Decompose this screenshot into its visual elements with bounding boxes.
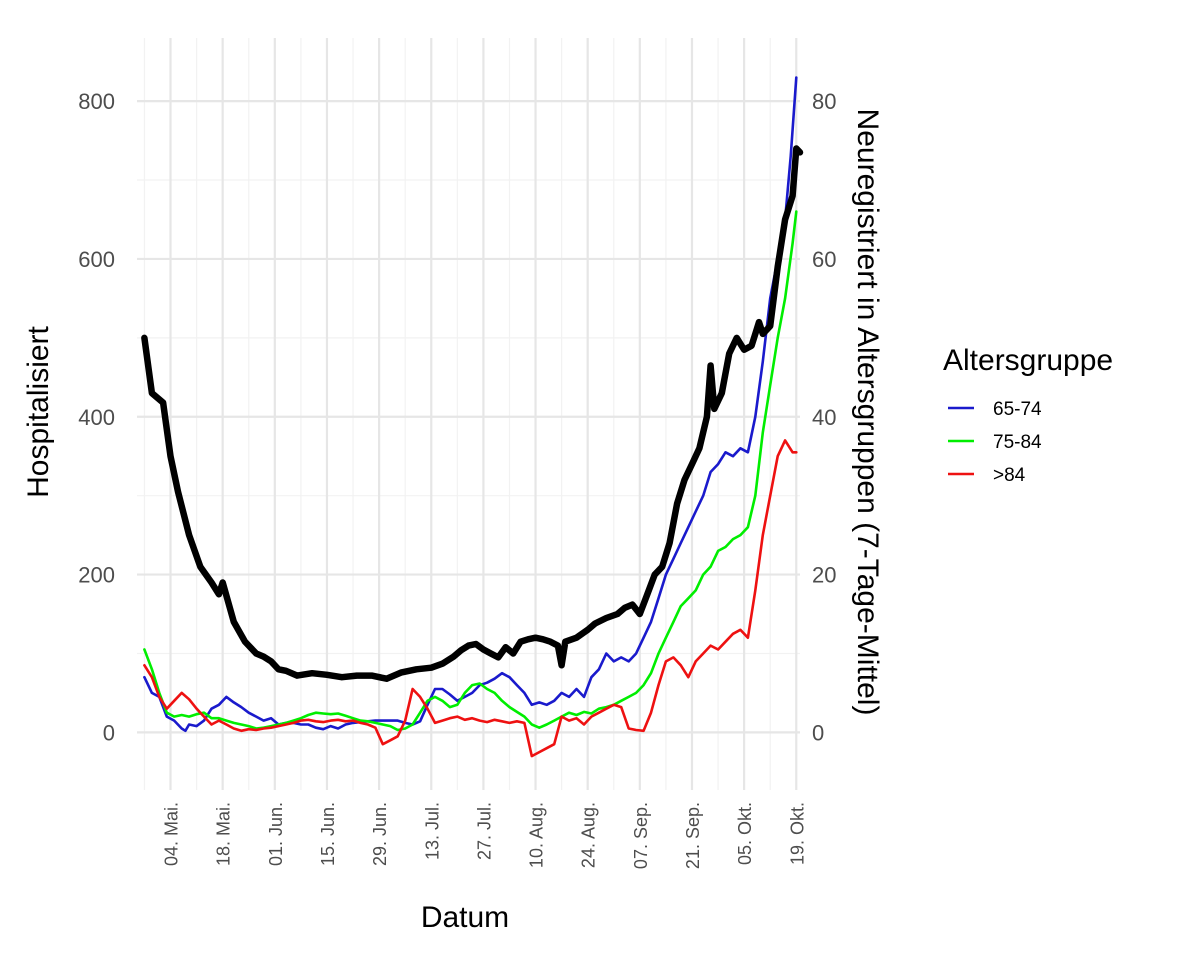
legend-label: 75-84 (993, 432, 1042, 453)
x-tick-label: 29. Jun. (370, 802, 390, 866)
right-y-tick-label: 0 (812, 720, 824, 745)
right-y-tick-label: 60 (812, 247, 836, 272)
left-y-tick-label: 600 (78, 247, 115, 272)
left-y-tick-label: 800 (78, 89, 115, 114)
x-tick-label: 24. Aug. (579, 802, 599, 868)
x-tick-label: 13. Jul. (422, 802, 442, 860)
x-tick-label: 04. Mai. (162, 802, 182, 866)
right-y-tick-label: 80 (812, 89, 836, 114)
x-tick-label: 27. Jul. (474, 802, 494, 860)
series-line-hospitalisiert (141, 145, 804, 682)
legend: Altersgruppe 65-74 75-84 >84 (943, 344, 1113, 486)
left-y-tick-label: 400 (78, 405, 115, 430)
legend-title: Altersgruppe (943, 344, 1113, 377)
x-tick-label: 05. Okt. (735, 802, 755, 865)
legend-label: 65-74 (993, 399, 1042, 420)
x-tick-label: 21. Sep. (683, 802, 703, 869)
left-y-tick-label: 0 (103, 720, 115, 745)
x-tick-label: 10. Aug. (527, 802, 547, 868)
right-y-axis-title: Neuregistriert in Altersgruppen (7-Tage-… (851, 109, 884, 716)
x-tick-label: 18. Mai. (214, 802, 234, 866)
right-y-axis-ticks: 0 20 40 60 80 (812, 89, 836, 745)
series-line-84 (143, 439, 798, 758)
x-axis-ticks: 04. Mai. 18. Mai. 01. Jun. 15. Jun. 29. Jun.… (162, 802, 808, 869)
x-tick-label: 01. Jun. (266, 802, 286, 866)
series-line-75-84 (143, 210, 798, 732)
gridlines (137, 38, 800, 790)
x-axis-title: Datum (421, 901, 509, 934)
x-tick-label: 15. Jun. (318, 802, 338, 866)
x-tick-label: 19. Okt. (787, 802, 807, 865)
legend-entries: 65-74 75-84 >84 (948, 399, 1042, 486)
left-y-axis-ticks: 0 200 400 600 800 (78, 89, 115, 745)
legend-label: >84 (993, 465, 1026, 486)
series-lines (141, 76, 804, 758)
right-y-tick-label: 20 (812, 563, 836, 588)
series-line-65-74 (143, 76, 798, 733)
x-tick-label: 07. Sep. (631, 802, 651, 869)
left-y-tick-label: 200 (78, 563, 115, 588)
right-y-tick-label: 40 (812, 405, 836, 430)
left-y-axis-title: Hospitalisiert (22, 325, 55, 497)
